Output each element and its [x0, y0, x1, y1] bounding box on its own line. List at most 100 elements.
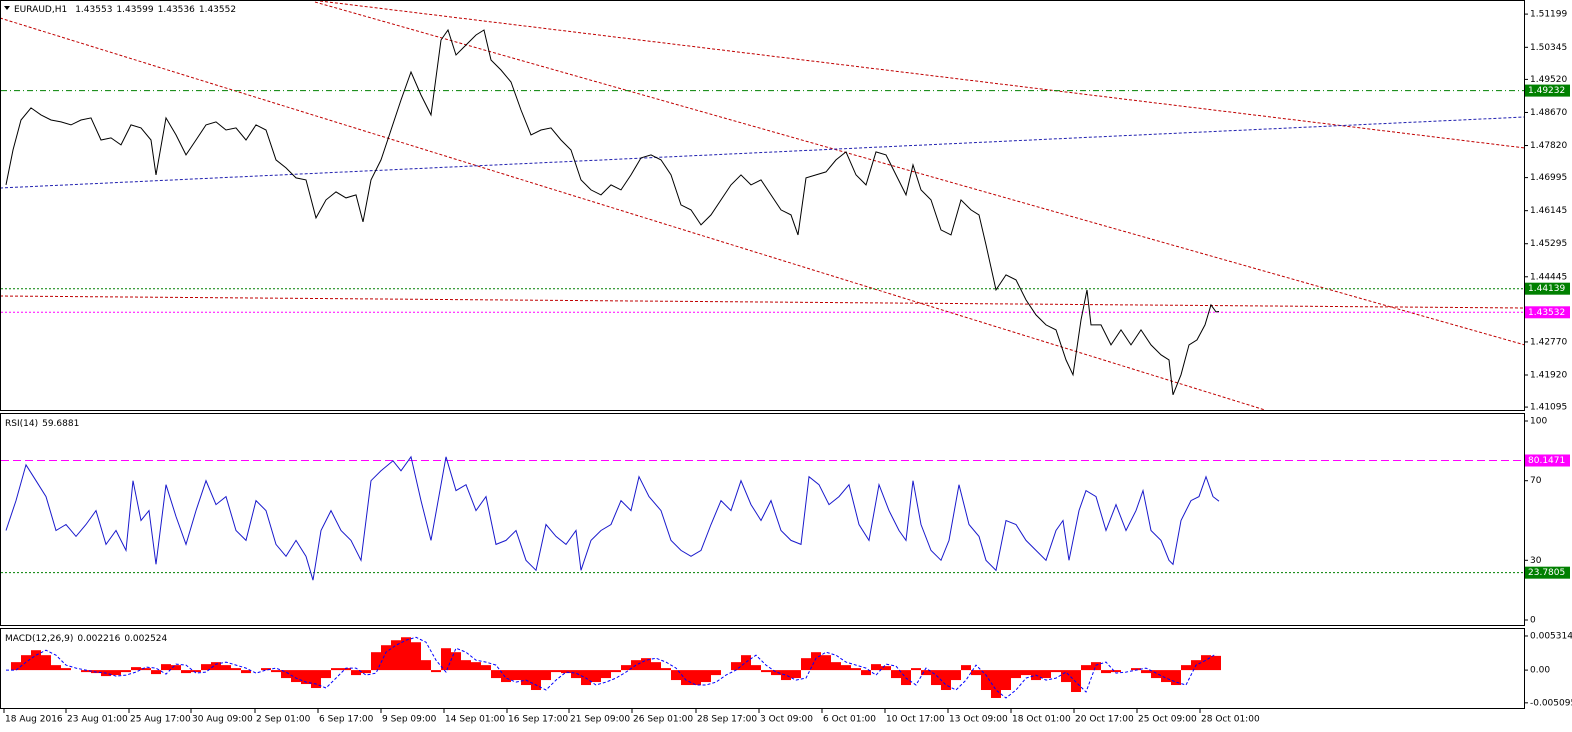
- y-tick-label: 1.50345: [1530, 43, 1567, 53]
- histogram-bar: [1181, 665, 1191, 671]
- histogram-bar: [611, 670, 621, 673]
- x-tick-label: 6 Oct 01:00: [823, 715, 876, 725]
- histogram-bar: [651, 662, 661, 671]
- histogram-bar: [391, 640, 401, 671]
- histogram-bar: [761, 670, 771, 673]
- histogram-bar: [221, 665, 231, 671]
- histogram-bar: [861, 670, 871, 676]
- x-tick-label: 28 Oct 01:00: [1201, 715, 1260, 725]
- histogram-bar: [291, 670, 301, 683]
- level-label-box: [1525, 566, 1570, 579]
- y-tick-label: 0.00: [1530, 666, 1550, 676]
- histogram-bar: [451, 652, 461, 671]
- histogram-bar: [241, 670, 251, 674]
- trend-line: [1, 17, 1266, 410]
- x-tick-label: 18 Oct 01:00: [1012, 715, 1071, 725]
- histogram-bar: [501, 670, 511, 683]
- level-label: 1.43532: [1528, 308, 1565, 318]
- histogram-bar: [301, 670, 311, 685]
- signal-line: [6, 636, 1217, 699]
- x-tick-label: 10 Oct 17:00: [886, 715, 945, 725]
- histogram-bar: [1111, 670, 1121, 673]
- histogram-bar: [141, 668, 151, 671]
- histogram-bar: [331, 668, 341, 671]
- level-label-box: [1525, 282, 1570, 295]
- histogram-bar: [351, 670, 361, 676]
- x-tick-label: 2 Sep 01:00: [256, 715, 311, 725]
- x-tick-label: 23 Aug 01:00: [67, 715, 128, 725]
- histogram-bar: [691, 670, 701, 686]
- histogram-bar: [511, 670, 521, 681]
- histogram-bar: [381, 645, 391, 671]
- histogram-bar: [1081, 665, 1091, 671]
- level-label: 1.44139: [1528, 284, 1565, 294]
- level-label: 1.49232: [1528, 86, 1565, 96]
- panel-header: MACD(12,26,9) 0.002216 0.002524: [5, 634, 168, 644]
- current-value: 0.002216: [77, 634, 120, 644]
- histogram-bar: [1131, 668, 1141, 671]
- y-tick-label: 1.41095: [1530, 403, 1567, 413]
- histogram-bar: [841, 665, 851, 671]
- y-tick-label: 1.49520: [1530, 75, 1567, 85]
- macd-panel: [0, 628, 1525, 709]
- trend-lines: [1, 1, 1524, 410]
- histogram-bar: [911, 668, 921, 671]
- histogram-bar: [701, 670, 711, 683]
- histogram-bar: [781, 670, 791, 681]
- current-value: 0.002524: [124, 634, 167, 644]
- histogram-bar: [1101, 670, 1111, 674]
- histogram-bar: [961, 665, 971, 671]
- trend-line: [1, 116, 1524, 189]
- ohlc-value: 1.43599: [116, 5, 153, 15]
- indicator-title: EURAUD,H1: [14, 5, 67, 15]
- x-tick-label: 13 Oct 09:00: [949, 715, 1008, 725]
- histogram-bar: [681, 670, 691, 686]
- x-tick-label: 16 Sep 17:00: [508, 715, 568, 725]
- histogram-bar: [481, 665, 491, 671]
- histogram-bar: [401, 637, 411, 671]
- rsi-line: [5, 455, 1220, 581]
- histogram-bar: [1091, 662, 1101, 671]
- histogram-bar: [411, 642, 421, 671]
- y-tick-label: 70: [1530, 476, 1542, 486]
- histogram-bar: [601, 670, 611, 679]
- x-tick-label: 25 Oct 09:00: [1138, 715, 1197, 725]
- histogram-bar: [801, 658, 811, 671]
- x-tick-label: 28 Sep 17:00: [697, 715, 757, 725]
- histogram-bar: [51, 665, 61, 671]
- y-tick-label: 1.46145: [1530, 206, 1567, 216]
- x-tick-label: 14 Sep 01:00: [445, 715, 505, 725]
- trend-line: [319, 1, 1524, 149]
- histogram-bar: [751, 665, 761, 671]
- y-tick-label: 0: [1530, 616, 1536, 626]
- histogram-bar: [471, 662, 481, 671]
- histogram-bar: [931, 670, 941, 686]
- histogram-bar: [111, 670, 121, 676]
- histogram-bar: [811, 652, 821, 671]
- histogram-bar: [1161, 670, 1171, 683]
- histogram-bar: [121, 670, 131, 673]
- histogram-bar: [1141, 670, 1151, 674]
- x-tick-label: 25 Aug 17:00: [130, 715, 191, 725]
- price-line: [5, 28, 1220, 395]
- histogram-bar: [201, 664, 211, 671]
- histogram-bar: [191, 670, 201, 673]
- histogram-bar: [271, 670, 281, 673]
- histogram-bar: [421, 660, 431, 671]
- level-label-box: [1525, 84, 1570, 97]
- histogram-bar: [1061, 670, 1071, 683]
- histogram-bar: [1151, 670, 1161, 679]
- histogram-bar: [591, 670, 601, 683]
- histogram-bar: [1171, 670, 1181, 686]
- histogram-bar: [991, 670, 1001, 698]
- x-tick-label: 18 Aug 2016: [5, 715, 63, 725]
- histogram-bar: [951, 670, 961, 681]
- histogram-bar: [341, 668, 351, 671]
- menu-arrow[interactable]: [4, 6, 10, 10]
- y-tick-label: 0.005314: [1530, 631, 1572, 641]
- ohlc-value: 1.43553: [75, 5, 112, 15]
- histogram-bar: [131, 667, 141, 671]
- indicator-title: RSI(14): [5, 419, 38, 429]
- histogram-bar: [771, 670, 781, 676]
